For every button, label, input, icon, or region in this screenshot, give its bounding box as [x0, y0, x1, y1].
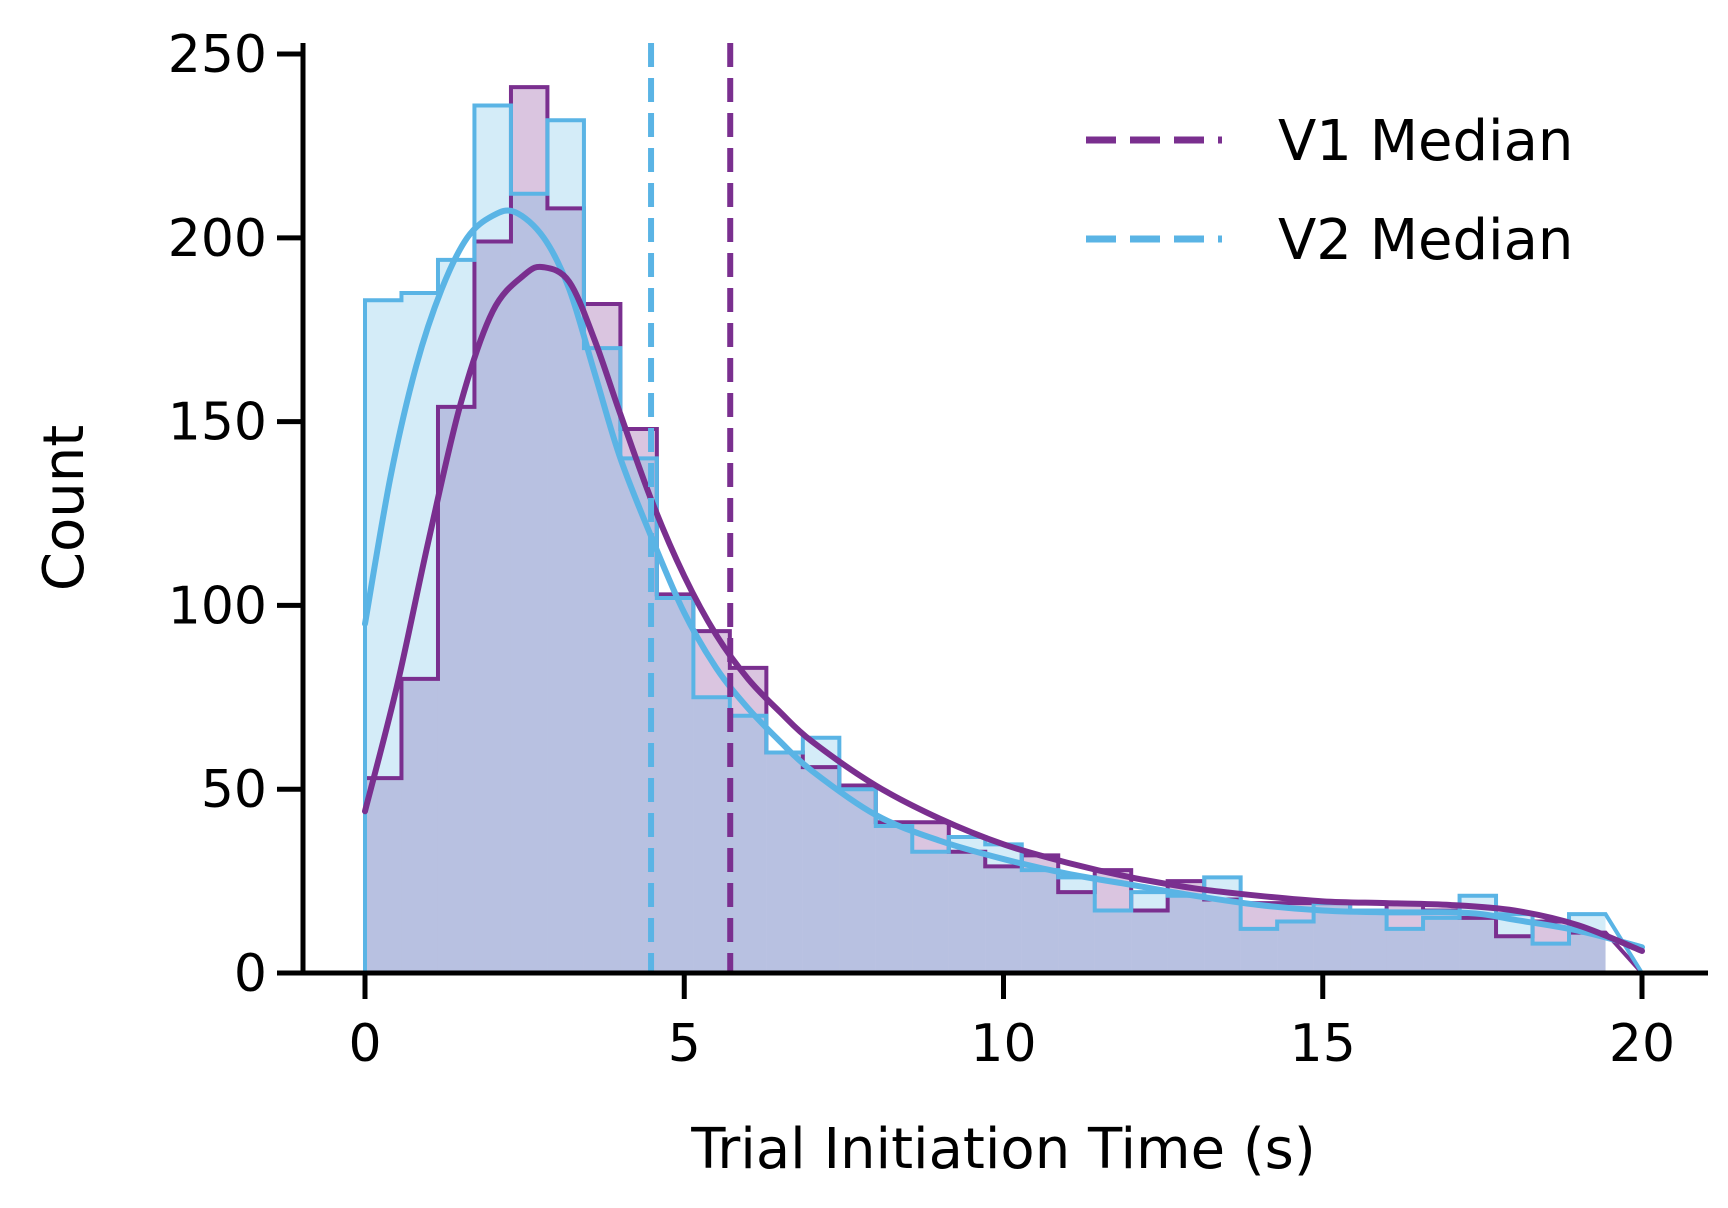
bar-v1-11: [766, 752, 803, 973]
bar-v1-26: [1313, 903, 1351, 973]
bar-v2-26: [1313, 903, 1351, 973]
bar-v1-25: [1277, 903, 1314, 973]
y-tick-label-50: 50: [201, 760, 267, 820]
x-ticks: 0 5 10 15 20: [348, 973, 1675, 1074]
bar-v1-24: [1240, 903, 1278, 973]
bar-v2-4: [510, 193, 548, 974]
legend: V1 Median V2 Median: [1086, 109, 1573, 273]
bar-v1-3: [474, 241, 511, 973]
x-tick-label-0: 0: [348, 1014, 381, 1074]
axes-layer: 0 5 10 15 20 0 50 100 150 200 250: [168, 25, 1708, 1074]
bar-v2-29: [1423, 917, 1460, 973]
bar-v1-23: [1204, 899, 1241, 973]
bar-v2-18: [1021, 870, 1059, 973]
bar-v1-8: [656, 594, 694, 973]
median-lines-layer: [648, 43, 734, 973]
bar-v1-2: [437, 406, 475, 973]
bar-v1-18: [1021, 855, 1059, 973]
bar-v1-15: [912, 822, 949, 973]
bar-v2-22: [1167, 895, 1205, 973]
bar-v2-5: [547, 120, 584, 974]
bar-v1-12: [802, 767, 840, 973]
bar-v2-15: [912, 851, 949, 973]
legend-label-v2-median: V2 Median: [1278, 208, 1573, 273]
bar-v1-13: [839, 785, 876, 973]
x-axis-title: Trial Initiation Time (s): [690, 1117, 1315, 1182]
bar-v2-24: [1240, 928, 1278, 973]
y-tick-label-0: 0: [234, 944, 267, 1004]
bar-v1-1: [401, 678, 438, 973]
y-tick-label-150: 150: [168, 393, 267, 453]
bar-v2-27: [1350, 910, 1387, 973]
x-tick-label-5: 5: [668, 1014, 701, 1074]
bar-v2-10: [729, 715, 767, 973]
bar-v1-0: [365, 778, 402, 973]
y-tick-label-100: 100: [168, 576, 267, 636]
bar-v1-30: [1459, 917, 1497, 973]
legend-label-v1-median: V1 Median: [1278, 109, 1573, 174]
bar-v2-3: [474, 105, 511, 974]
x-tick-label-15: 15: [1290, 1014, 1356, 1074]
y-axis-title: Count: [32, 425, 97, 591]
bar-v1-16: [948, 851, 986, 973]
bar-v1-21: [1131, 910, 1168, 973]
y-tick-label-200: 200: [168, 209, 267, 269]
bar-v2-28: [1386, 928, 1424, 973]
kde-curve-v2: [362, 207, 1645, 951]
bar-v2-6: [583, 348, 621, 973]
bar-v2-11: [766, 752, 803, 973]
bar-v2-8: [656, 598, 694, 973]
bar-v2-12: [802, 737, 840, 973]
bar-v2-14: [875, 825, 913, 973]
x-tick-label-10: 10: [970, 1014, 1036, 1074]
bar-v2-16: [948, 836, 986, 973]
kde-curve-v1: [362, 263, 1645, 954]
histogram-bars-layer: [363, 85, 1644, 975]
kde-curves-layer: [362, 207, 1645, 954]
bar-v1-17: [985, 866, 1022, 973]
bar-v1-19: [1058, 892, 1095, 973]
bar-v2-9: [693, 697, 730, 973]
bar-v1-5: [547, 208, 584, 973]
bar-v1-6: [583, 303, 621, 973]
bar-v1-29: [1423, 910, 1460, 973]
bar-v2-32: [1532, 943, 1570, 973]
bar-v1-9: [693, 631, 730, 973]
bar-v1-20: [1094, 870, 1132, 973]
bar-v1-33: [1569, 932, 1606, 973]
bar-v1-27: [1350, 910, 1387, 973]
bar-v2-13: [839, 789, 876, 973]
bar-v1-31: [1496, 936, 1533, 973]
bar-v2-0: [365, 300, 402, 973]
bar-v2-21: [1131, 892, 1168, 973]
x-tick-label-20: 20: [1609, 1014, 1675, 1074]
y-tick-label-250: 250: [168, 25, 267, 85]
bar-v1-14: [875, 822, 913, 973]
bar-v2-20: [1094, 910, 1132, 973]
y-ticks: 0 50 100 150 200 250: [168, 25, 303, 1004]
bar-v2-25: [1277, 921, 1314, 973]
